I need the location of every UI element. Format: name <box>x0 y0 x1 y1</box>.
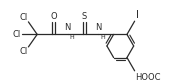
Text: N: N <box>95 23 102 32</box>
Text: Cl: Cl <box>19 13 27 22</box>
Text: H: H <box>70 35 74 40</box>
Text: HOOC: HOOC <box>136 73 161 82</box>
Text: I: I <box>136 10 139 20</box>
Text: Cl: Cl <box>13 30 21 39</box>
Text: O: O <box>51 12 57 21</box>
Text: N: N <box>65 23 71 32</box>
Text: Cl: Cl <box>19 47 27 56</box>
Text: H: H <box>100 35 105 40</box>
Text: S: S <box>82 12 87 21</box>
